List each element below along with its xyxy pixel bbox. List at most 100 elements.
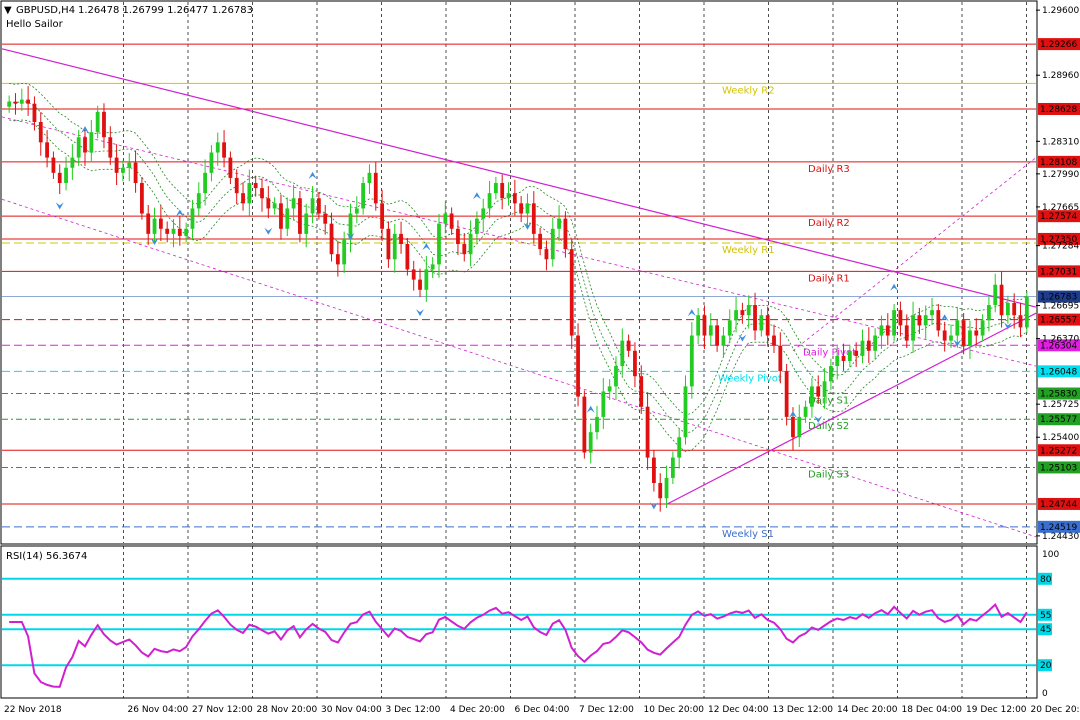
candle-body bbox=[810, 386, 814, 407]
candle-body bbox=[531, 203, 536, 234]
current-price-text: 1.26783 bbox=[1040, 293, 1077, 303]
candle-body bbox=[576, 335, 580, 397]
x-tick-label: 20 Dec 20:00 bbox=[1031, 705, 1080, 715]
candle-body bbox=[177, 228, 182, 236]
candle-body bbox=[456, 228, 460, 245]
candle-body bbox=[272, 203, 277, 209]
level-price-text: 1.24744 bbox=[1040, 500, 1077, 510]
candle-body bbox=[424, 269, 429, 290]
candle-body bbox=[38, 121, 43, 143]
candle-body bbox=[329, 223, 334, 255]
candle-body bbox=[841, 355, 846, 361]
candle-body bbox=[354, 208, 359, 214]
candle-body bbox=[475, 218, 479, 234]
candle-body bbox=[607, 386, 612, 392]
candle-body bbox=[727, 320, 732, 336]
candle-body bbox=[753, 305, 757, 331]
level-price-tag bbox=[1038, 444, 1080, 457]
candle-body bbox=[348, 213, 353, 239]
candle-body bbox=[310, 198, 315, 214]
candle-body bbox=[949, 335, 953, 341]
candle-body bbox=[866, 340, 871, 351]
level-name-label: Daily R2 bbox=[808, 218, 850, 229]
y-tick-label: 1.26695 bbox=[1042, 302, 1079, 312]
candle-body bbox=[487, 193, 492, 209]
candle-body bbox=[108, 137, 113, 158]
y-tick-label: 1.29600 bbox=[1042, 6, 1079, 16]
main-plot-area bbox=[0, 0, 1038, 545]
x-tick-label: 27 Nov 12:00 bbox=[192, 705, 253, 715]
candle-body bbox=[544, 249, 549, 260]
candle-body bbox=[588, 432, 593, 453]
level-price-tag bbox=[1038, 155, 1080, 168]
candle-body bbox=[734, 310, 738, 321]
level-price-tag bbox=[1038, 520, 1080, 533]
x-tick-label: 13 Dec 12:00 bbox=[773, 705, 834, 715]
fractal-down-icon bbox=[523, 222, 532, 230]
candle-body bbox=[222, 142, 226, 158]
candle-body bbox=[538, 233, 543, 250]
candle-body bbox=[904, 325, 909, 341]
candle-body bbox=[399, 233, 403, 245]
fractal-up-icon bbox=[472, 192, 481, 200]
level-price-tag bbox=[1038, 387, 1080, 400]
level-price-text: 1.29266 bbox=[1040, 40, 1077, 50]
candle-body bbox=[304, 213, 309, 234]
candle-body bbox=[835, 355, 840, 367]
header-symbol: GBPUSD,H4 bbox=[16, 5, 75, 16]
trend-lines bbox=[1, 48, 1037, 538]
candle-body bbox=[95, 111, 100, 133]
level-name-label: Daily S3 bbox=[808, 469, 849, 480]
candle-body bbox=[1005, 303, 1010, 316]
candle-body bbox=[765, 315, 770, 336]
rsi-level-label: 80 bbox=[1040, 575, 1052, 585]
fractal-down-icon bbox=[649, 502, 658, 510]
level-name-label: Daily S2 bbox=[808, 421, 849, 432]
candle-body bbox=[930, 310, 934, 316]
fractal-up-icon bbox=[890, 283, 899, 291]
x-tick-label: 10 Dec 20:00 bbox=[644, 705, 705, 715]
level-name-label: Weekly R1 bbox=[722, 245, 775, 256]
y-tick-label: 1.26370 bbox=[1042, 335, 1079, 345]
candle-body bbox=[791, 416, 795, 438]
candle-body bbox=[582, 396, 587, 453]
candle-body bbox=[847, 350, 852, 361]
rsi-scale-bottom: 0 bbox=[1042, 689, 1048, 699]
x-tick-label: 7 Dec 12:00 bbox=[579, 705, 634, 715]
fractal-up-icon bbox=[308, 171, 317, 179]
rsi-level-label: 55 bbox=[1040, 611, 1051, 621]
candle-body bbox=[437, 223, 441, 265]
x-tick-label: 12 Dec 04:00 bbox=[708, 705, 769, 715]
candle-body bbox=[57, 172, 62, 184]
candle-body bbox=[83, 137, 87, 153]
level-price-tag bbox=[1038, 265, 1080, 278]
candle-body bbox=[614, 366, 618, 387]
candle-body bbox=[816, 386, 821, 397]
x-tick-label: 28 Nov 20:00 bbox=[257, 705, 318, 715]
rsi-title: RSI(14) 56.3674 bbox=[6, 551, 87, 562]
candle-body bbox=[822, 381, 827, 397]
candle-body bbox=[171, 228, 176, 234]
rsi-level-tag bbox=[1038, 572, 1052, 585]
candle-body bbox=[557, 218, 561, 229]
candle-body bbox=[1018, 315, 1023, 328]
candle-body bbox=[165, 228, 170, 234]
candle-body bbox=[620, 340, 625, 367]
level-price-text: 1.25577 bbox=[1040, 415, 1077, 425]
candle-body bbox=[803, 406, 808, 417]
rsi-level-label: 20 bbox=[1040, 661, 1052, 671]
candle-body bbox=[879, 325, 884, 336]
candle-body bbox=[51, 157, 56, 173]
candle-body bbox=[759, 315, 764, 331]
level-price-tag bbox=[1038, 232, 1080, 245]
header-triangle-icon[interactable]: ▼ bbox=[4, 5, 12, 16]
candle-body bbox=[133, 162, 138, 184]
candle-body bbox=[45, 142, 49, 158]
candle-body bbox=[778, 345, 783, 372]
candle-body bbox=[228, 157, 233, 178]
candle-body bbox=[298, 198, 302, 234]
level-name-label: Weekly Pivot bbox=[718, 373, 782, 384]
candle-body bbox=[279, 203, 283, 229]
level-price-tag bbox=[1038, 497, 1080, 510]
